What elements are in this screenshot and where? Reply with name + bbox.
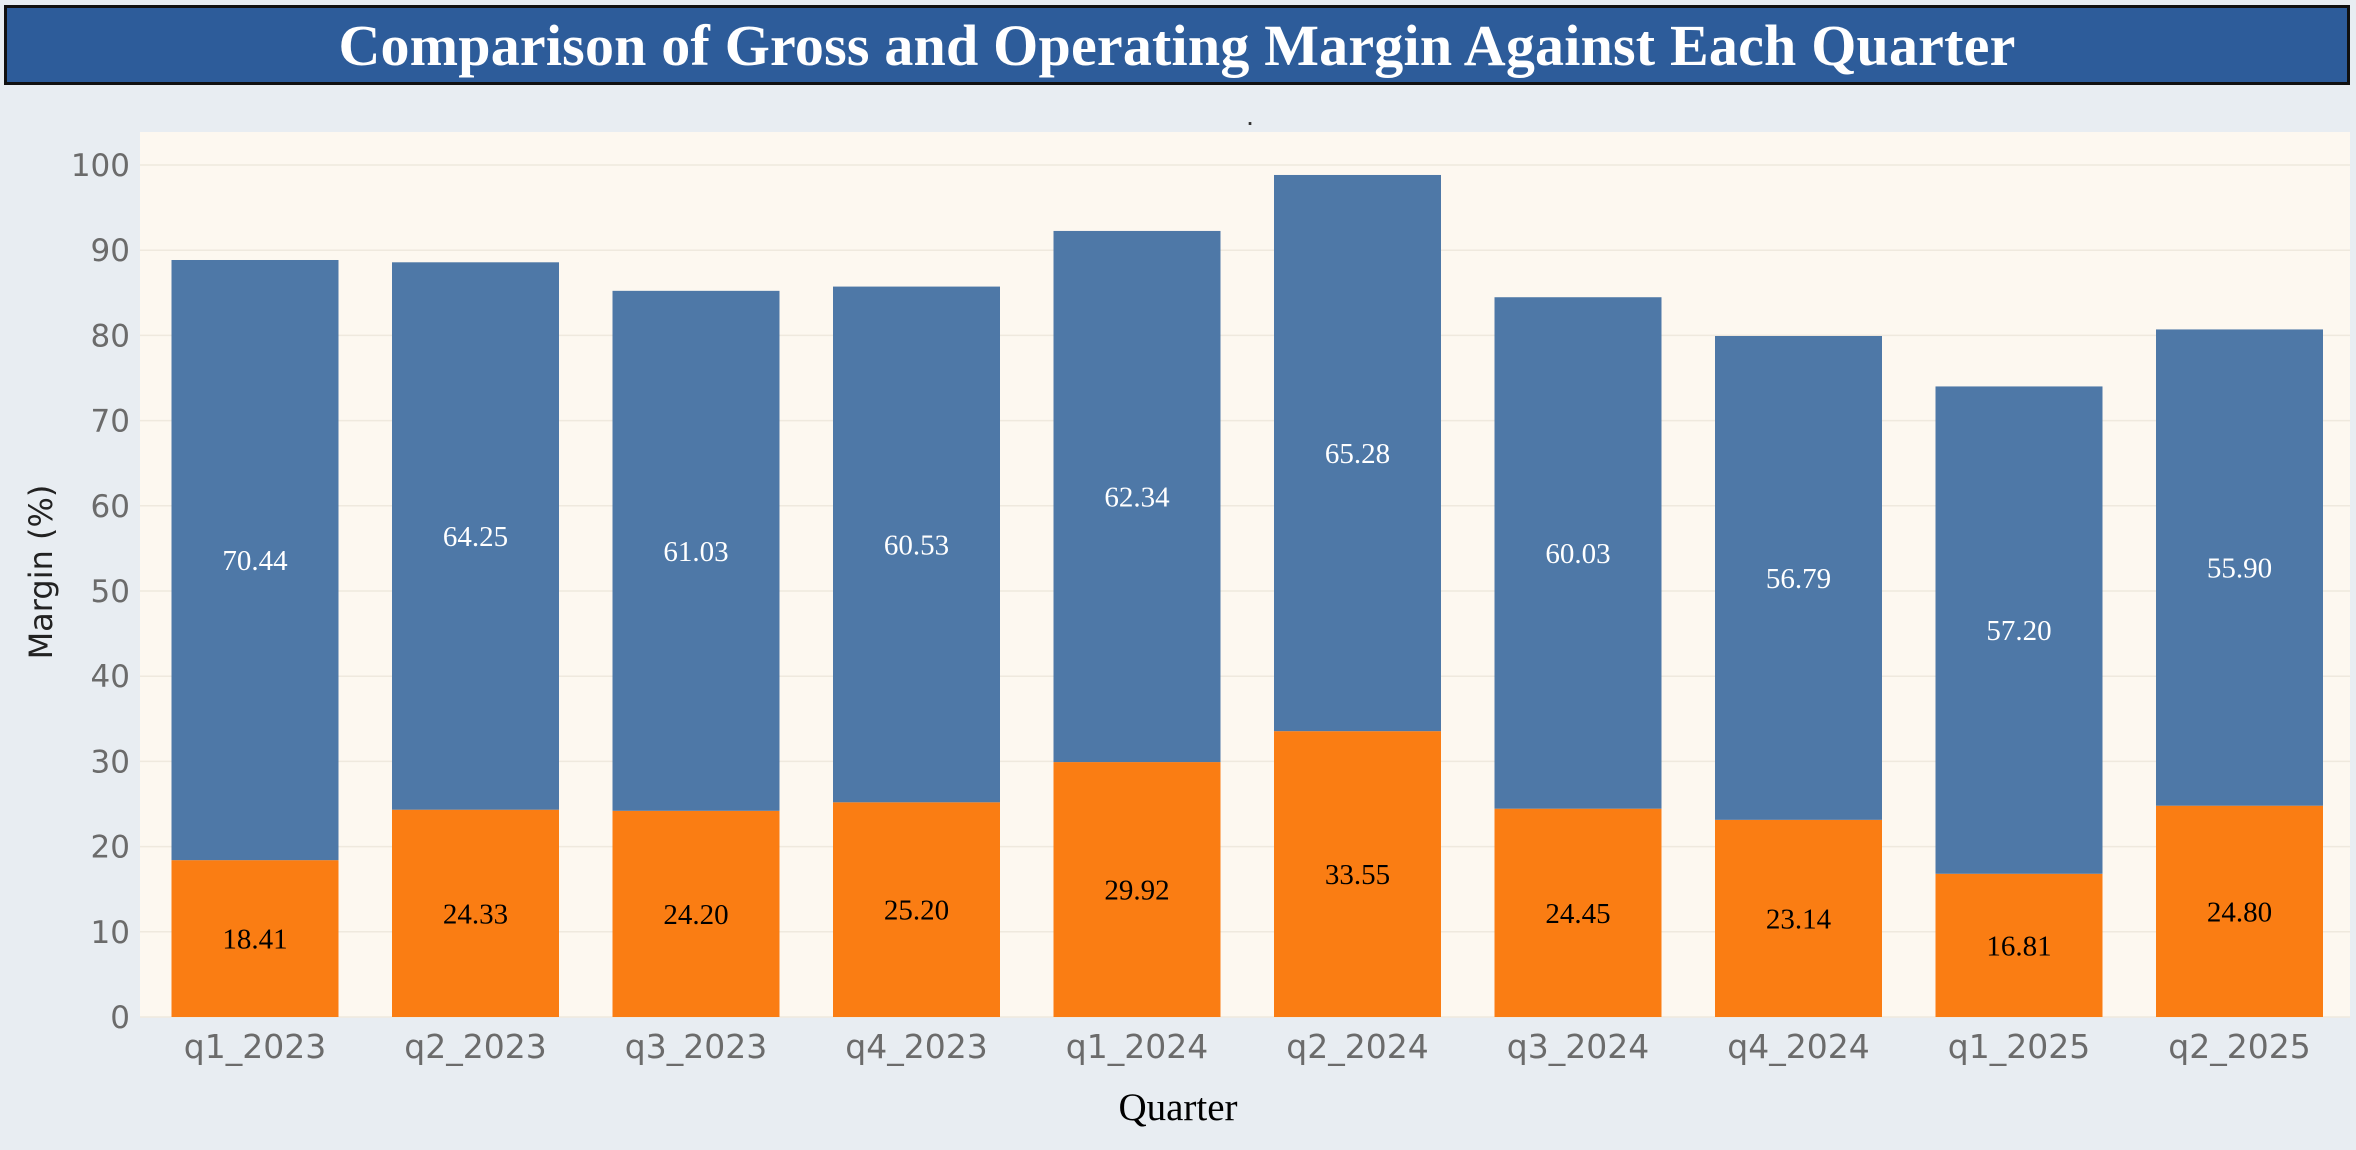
data-labels: 18.41 70.44 24.33 64.25 24.20 61.03 25.20 60.53…	[222, 438, 2272, 962]
data-label-gross: 57.20	[1986, 615, 2051, 647]
y-tick-label: 20	[91, 830, 130, 866]
x-axis-label: Quarter	[1118, 1086, 1237, 1129]
x-tick-label: q4_2023	[845, 1027, 987, 1066]
bar-gross-margin	[1494, 297, 1662, 809]
bar-gross-margin	[612, 290, 780, 811]
bar-operating-margin	[1494, 808, 1662, 1017]
x-tick-label: q1_2023	[184, 1027, 326, 1066]
data-label-gross: 60.53	[884, 529, 949, 561]
y-tick-label: 50	[91, 574, 130, 610]
data-label-gross: 64.25	[443, 521, 508, 553]
data-label-operating: 29.92	[1104, 875, 1169, 907]
bar-gross-margin	[1274, 174, 1441, 732]
chart-subtitle: .	[1246, 100, 1254, 131]
y-tick-label: 10	[91, 915, 130, 951]
bar-operating-margin	[1274, 731, 1441, 1017]
y-tick-label: 100	[71, 148, 130, 184]
data-label-operating: 18.41	[222, 924, 287, 956]
x-tick-label: q1_2024	[1066, 1027, 1208, 1066]
data-label-gross: 65.28	[1325, 438, 1390, 470]
data-label-operating: 16.81	[1986, 930, 2051, 962]
x-tick-label: q3_2024	[1507, 1027, 1649, 1066]
bar-operating-margin	[392, 809, 559, 1017]
data-label-gross: 61.03	[663, 536, 728, 568]
bar-gross-margin	[1053, 230, 1221, 763]
x-tick-label: q3_2023	[625, 1027, 767, 1066]
y-tick-label: 90	[91, 233, 130, 269]
y-tick-label: 30	[91, 744, 130, 780]
x-tick-label: q2_2024	[1286, 1027, 1428, 1066]
bars	[171, 174, 2323, 1017]
bar-gross-margin	[392, 262, 559, 810]
y-tick-label: 0	[110, 1000, 130, 1036]
bar-operating-margin	[2156, 805, 2323, 1017]
title-banner: Comparison of Gross and Operating Margin…	[4, 5, 2350, 85]
y-tick-label: 40	[91, 659, 130, 695]
bar-gross-margin	[1935, 386, 2103, 874]
y-axis-label: Margin (%)	[22, 485, 60, 660]
data-label-gross: 55.90	[2207, 553, 2272, 585]
y-tick-label: 80	[91, 318, 130, 354]
x-tick-label: q2_2023	[404, 1027, 546, 1066]
y-tick-label: 70	[91, 404, 130, 440]
data-label-gross: 56.79	[1766, 563, 1831, 595]
bar-gross-margin	[1715, 335, 1882, 820]
chart-title: Comparison of Gross and Operating Margin…	[338, 12, 2016, 78]
x-tick-label: q1_2025	[1948, 1027, 2090, 1066]
data-label-gross: 60.03	[1545, 538, 1610, 570]
bar-operating-margin	[833, 802, 1000, 1017]
x-tick-label: q4_2024	[1727, 1027, 1869, 1066]
data-label-operating: 24.80	[2207, 896, 2272, 928]
data-label-gross: 62.34	[1104, 482, 1170, 514]
bar-operating-margin	[612, 810, 780, 1017]
data-label-operating: 24.20	[663, 899, 728, 931]
bar-operating-margin	[1053, 762, 1221, 1017]
data-label-operating: 23.14	[1766, 903, 1832, 935]
bar-operating-margin	[171, 860, 339, 1017]
y-tick-label: 60	[91, 489, 130, 525]
bar-gross-margin	[833, 286, 1000, 803]
y-axis-ticks: 0 10 20 30 40 50 60 70 80 90 100	[71, 148, 130, 1036]
bar-operating-margin	[1935, 873, 2103, 1017]
x-axis-ticks: q1_2023 q2_2023 q3_2023 q4_2023 q1_2024 q2_20…	[184, 1027, 2311, 1066]
data-label-gross: 70.44	[222, 545, 288, 577]
data-label-operating: 33.55	[1325, 859, 1390, 891]
x-tick-label: q2_2025	[2168, 1027, 2310, 1066]
bar-gross-margin	[171, 259, 339, 861]
bar-operating-margin	[1715, 819, 1882, 1017]
bar-gross-margin	[2156, 329, 2323, 806]
data-label-operating: 24.33	[443, 898, 508, 930]
data-label-operating: 25.20	[884, 895, 949, 927]
data-label-operating: 24.45	[1545, 898, 1610, 930]
